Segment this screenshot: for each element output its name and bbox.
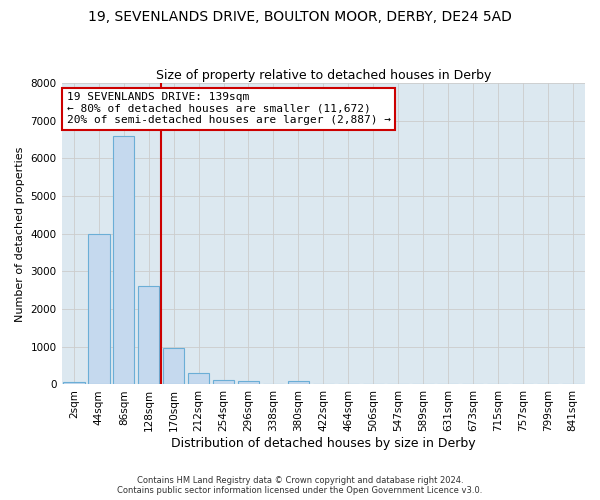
Text: 19 SEVENLANDS DRIVE: 139sqm
← 80% of detached houses are smaller (11,672)
20% of: 19 SEVENLANDS DRIVE: 139sqm ← 80% of det… [67,92,391,126]
Title: Size of property relative to detached houses in Derby: Size of property relative to detached ho… [155,69,491,82]
Bar [238,381,259,384]
Bar [188,373,209,384]
Bar [213,380,234,384]
Bar [113,136,134,384]
Bar [88,234,110,384]
Text: 19, SEVENLANDS DRIVE, BOULTON MOOR, DERBY, DE24 5AD: 19, SEVENLANDS DRIVE, BOULTON MOOR, DERB… [88,10,512,24]
Bar [64,382,85,384]
Bar [138,286,160,384]
Bar [288,382,309,384]
Bar [163,348,184,384]
Text: Contains HM Land Registry data © Crown copyright and database right 2024.
Contai: Contains HM Land Registry data © Crown c… [118,476,482,495]
X-axis label: Distribution of detached houses by size in Derby: Distribution of detached houses by size … [171,437,476,450]
Y-axis label: Number of detached properties: Number of detached properties [15,146,25,322]
